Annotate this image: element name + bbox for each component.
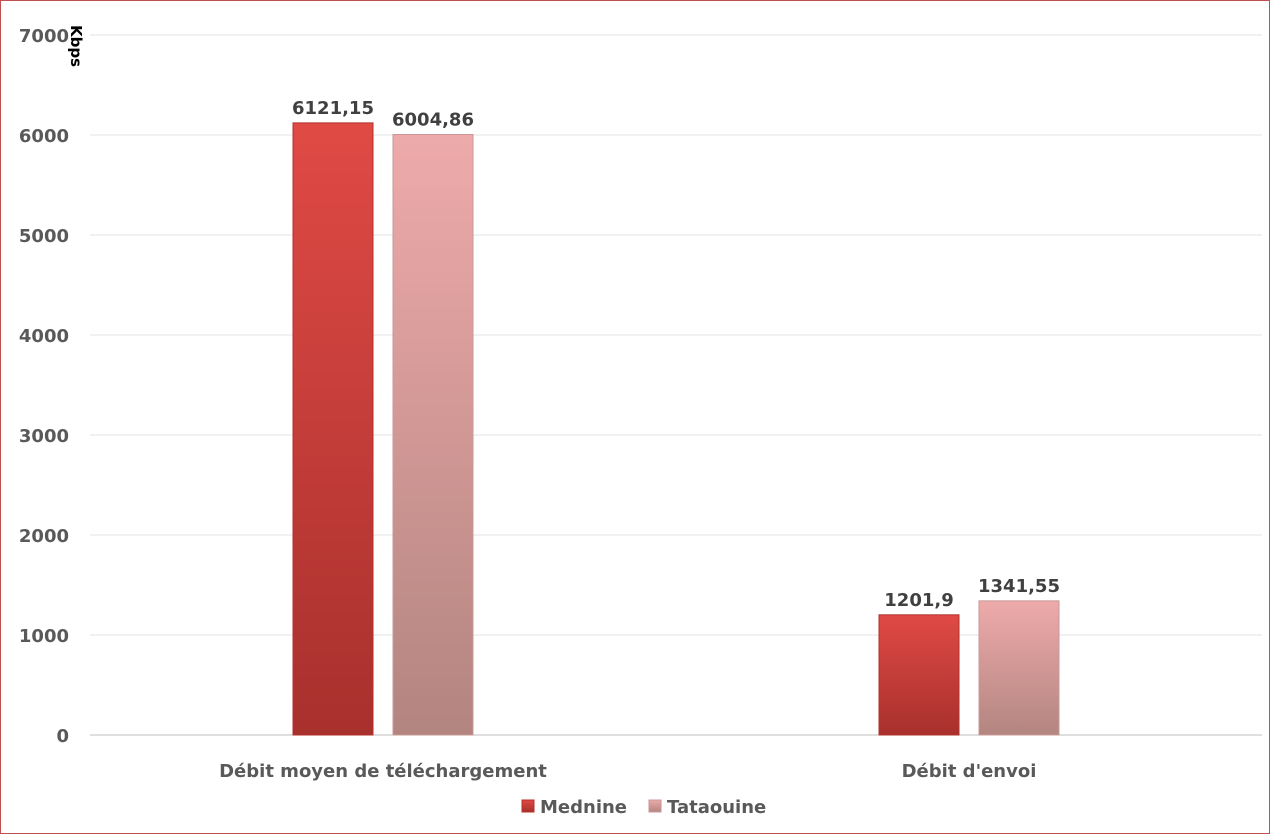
data-labels: 6121,15 6004,86 1201,9 1341,55	[292, 98, 1060, 611]
y-axis-unit-label: Kbps	[67, 25, 85, 67]
category-labels: Débit moyen de téléchargement Débit d'env…	[219, 761, 1036, 782]
gridlines	[90, 34, 1262, 736]
legend-swatch-tataouine	[648, 799, 662, 813]
data-label: 6121,15	[292, 98, 374, 119]
legend[interactable]: Mednine Tataouine	[521, 797, 766, 818]
y-axis: 0 1000 2000 3000 4000 5000 6000 7000	[19, 26, 69, 747]
y-tick-label: 0	[56, 726, 69, 747]
x-category-label: Débit d'envoi	[902, 761, 1037, 782]
y-tick-label: 6000	[19, 126, 69, 147]
y-tick-label: 5000	[19, 226, 69, 247]
bars	[292, 122, 1060, 736]
bar-mednine-0	[292, 122, 374, 736]
data-label: 1201,9	[884, 590, 953, 611]
y-tick-label: 7000	[19, 26, 69, 47]
y-tick-label: 2000	[19, 526, 69, 547]
y-tick-label: 3000	[19, 426, 69, 447]
bar-mednine-1	[878, 614, 960, 736]
data-label: 6004,86	[392, 110, 474, 131]
legend-swatch-mednine	[521, 799, 535, 813]
y-tick-label: 4000	[19, 326, 69, 347]
x-category-label: Débit moyen de téléchargement	[219, 761, 547, 782]
legend-label-tataouine[interactable]: Tataouine	[667, 797, 766, 818]
y-tick-label: 1000	[19, 626, 69, 647]
data-label: 1341,55	[978, 576, 1060, 597]
bar-tataouine-1	[978, 600, 1060, 736]
bar-tataouine-0	[392, 134, 474, 736]
legend-label-mednine[interactable]: Mednine	[540, 797, 627, 818]
